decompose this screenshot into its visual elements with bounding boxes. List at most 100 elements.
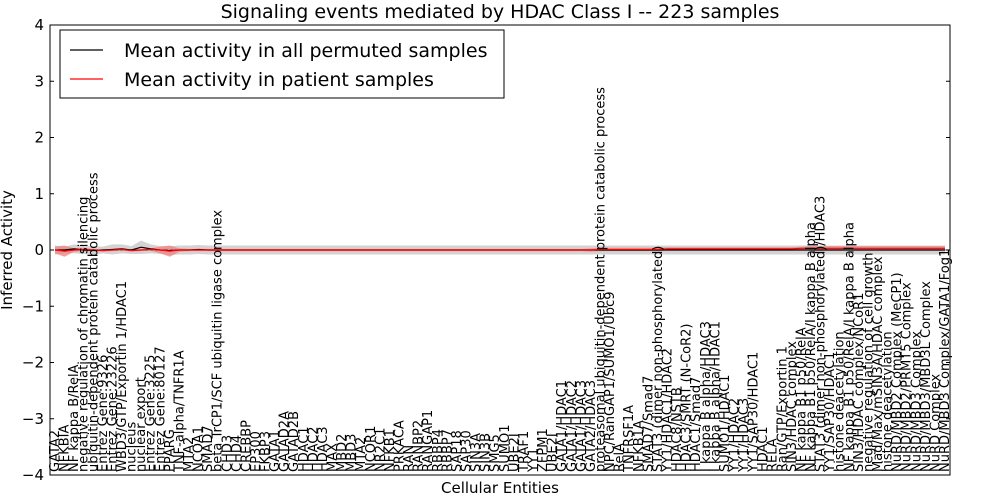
category-label: EP300 xyxy=(249,431,264,472)
category-label: Entrez Gene:9326 xyxy=(96,355,111,472)
category-label: HDAC1 xyxy=(297,426,312,472)
category-label: NuRD Complex xyxy=(928,374,943,472)
category-label: histone deacetylation xyxy=(881,331,896,472)
series-line-patient xyxy=(54,247,945,252)
category-label: CHD3 xyxy=(220,435,235,472)
plot-frame xyxy=(49,24,951,476)
category-label: MAX xyxy=(326,443,341,472)
category-label: HDAC1/Smad7 xyxy=(689,377,704,472)
category-label: YY1/HDAC1/HDAC2 xyxy=(660,348,675,473)
y-tick-label: 3 xyxy=(34,72,44,90)
category-label: NuRD/MBD3 Complex/GATA1/Fog1 xyxy=(938,249,953,472)
category-label: NuRD/MBD2/PRMT5 Complex xyxy=(900,282,915,472)
category-label: GATAD2B xyxy=(287,411,302,472)
category-label: NFKB1 xyxy=(383,429,398,472)
category-label: RBBP7 xyxy=(440,429,455,472)
category-label: NCOR1 xyxy=(364,426,379,472)
category-label: RANGAP1 xyxy=(421,410,436,472)
legend: Mean activity in all permuted samples Me… xyxy=(59,29,505,99)
category-label: HDAC2 xyxy=(306,426,321,472)
category-label: NuRD/MBD3 Complex xyxy=(909,331,924,472)
y-tick-label: 2 xyxy=(34,129,44,147)
category-label: GATA1/HDAC2 xyxy=(565,380,580,472)
category-label: nucleus xyxy=(125,422,140,472)
y-tick-label: −3 xyxy=(22,410,44,428)
category-label: Mad/Max/mSIN3A/HDAC complex xyxy=(871,256,886,472)
y-tick-label: −2 xyxy=(22,354,44,372)
category-label: negative regulation of cell growth xyxy=(861,252,876,472)
category-label: TNF-alpha/TNFR1A xyxy=(172,350,187,473)
category-label: CREBBP xyxy=(239,420,254,472)
category-label: SUMO1/HDAC1 xyxy=(718,375,733,472)
category-label: STAT3 (dimer non-phosphorylated)/HDAC3 xyxy=(814,196,829,472)
category-label: GATA2 xyxy=(48,430,63,472)
category-label: SAP30 xyxy=(460,430,475,472)
y-tick-label: −4 xyxy=(22,466,44,484)
legend-box xyxy=(59,29,505,99)
category-label: TNFRSF1A xyxy=(622,405,637,473)
category-label: NF kappa B1 p50/RelA xyxy=(794,327,809,472)
category-label: beta TrCP1/SCF ubiquitin ligase complex xyxy=(211,210,226,472)
category-label: Entrez Gene:23226 xyxy=(105,346,120,472)
category-label: YY1/SAP30/HDAC1 xyxy=(747,352,762,473)
category-label: NFKB1A xyxy=(632,420,647,472)
category-label: UBE2I xyxy=(546,433,561,472)
category-label: RAN xyxy=(402,445,417,472)
category-label: NuRD/MBD2 Complex (MeCP1) xyxy=(890,272,905,472)
legend-label-permuted: Mean activity in all permuted samples xyxy=(124,40,487,62)
category-label: HDAC8/NSTB xyxy=(670,387,685,472)
category-label: GATA1 xyxy=(268,430,283,472)
category-label: MTA2 xyxy=(182,437,197,472)
category-label: WBD3/GTP/Exportin 1/HDAC1 xyxy=(115,281,130,472)
category-label: I kappa B alpha/HDAC3 xyxy=(699,321,714,472)
category-label: SMG5 xyxy=(488,434,503,472)
category-label: Entrez Gene:3225 xyxy=(144,355,159,472)
category-label: GATA1/HDAC3 xyxy=(574,380,589,472)
x-axis-label: Cellular Entities xyxy=(441,479,559,497)
category-label: SMAD7/Smad7 xyxy=(641,376,656,472)
category-label: SAP18 xyxy=(450,430,465,472)
y-tick-label: 0 xyxy=(34,241,44,259)
category-label: MBD2 xyxy=(335,434,350,472)
category-label: CHD4 xyxy=(230,435,245,472)
category-label: MBD3 xyxy=(345,434,360,472)
category-label: nuclear export xyxy=(134,377,149,472)
y-ticks: 4 3 2 1 0 −1 −2 −3 −4 xyxy=(22,16,950,484)
category-label: SIN3B xyxy=(479,433,494,472)
category-label: histone deacetylation xyxy=(833,331,848,472)
category-label: YY1/SAP30/HDAC1 xyxy=(823,352,838,473)
category-label: TRAF1 xyxy=(517,431,532,473)
category-label: RELA xyxy=(766,438,781,472)
category-label: PRKACA xyxy=(393,420,408,472)
category-label: ZFPM1 xyxy=(536,428,551,472)
category-label: YY1/HDAC3 xyxy=(737,398,752,473)
category-label: RBBP4 xyxy=(431,429,446,472)
series-lines xyxy=(50,246,950,252)
category-label: proteasomal ubiquitin-dependent protein … xyxy=(593,87,608,472)
category-label: MTA2 xyxy=(354,437,369,472)
category-label: NuRD/MBD3/MBD3L Complex xyxy=(919,281,934,472)
category-label: SUMO1 xyxy=(498,425,513,473)
category-label: Ran/GTP/Exportin 1 xyxy=(775,346,790,472)
category-label: RelA xyxy=(613,443,628,472)
legend-label-patient: Mean activity in patient samples xyxy=(124,69,434,91)
category-label: NPC/RanGAP1/SUMO1/Ubc9 xyxy=(603,292,618,472)
category-label: NFKBIA xyxy=(58,425,73,472)
category-label: NF kappa B1 p50/RelA/I kappa B alpha xyxy=(842,222,857,472)
chart-title: Signaling events mediated by HDAC Class … xyxy=(221,1,780,23)
category-label: YY1 xyxy=(526,448,541,473)
category-label: STAT3 (dimer non-phosphorylated) xyxy=(651,246,666,472)
category-label: NR2C1 xyxy=(373,428,388,472)
category-label: SIN3A xyxy=(469,433,484,472)
category-label: negative regulation of chromatin silenci… xyxy=(77,197,92,472)
category-label: GATA1/HDAC1 xyxy=(555,380,570,472)
category-label: HDAC3 xyxy=(316,426,331,472)
category-label: NF kappa B1 p50/RelA/I kappa B alpha xyxy=(804,222,819,472)
category-label: YY1/HDAC2 xyxy=(727,398,742,473)
category-label: ubiquitin-dependent protein catabolic pr… xyxy=(86,172,101,472)
category-label: SIN3/HDAC complex/NCoR1 xyxy=(852,293,867,472)
category-label: I kappa B alpha/HDAC1 xyxy=(708,321,723,472)
category-label: RANBP2 xyxy=(412,420,427,472)
